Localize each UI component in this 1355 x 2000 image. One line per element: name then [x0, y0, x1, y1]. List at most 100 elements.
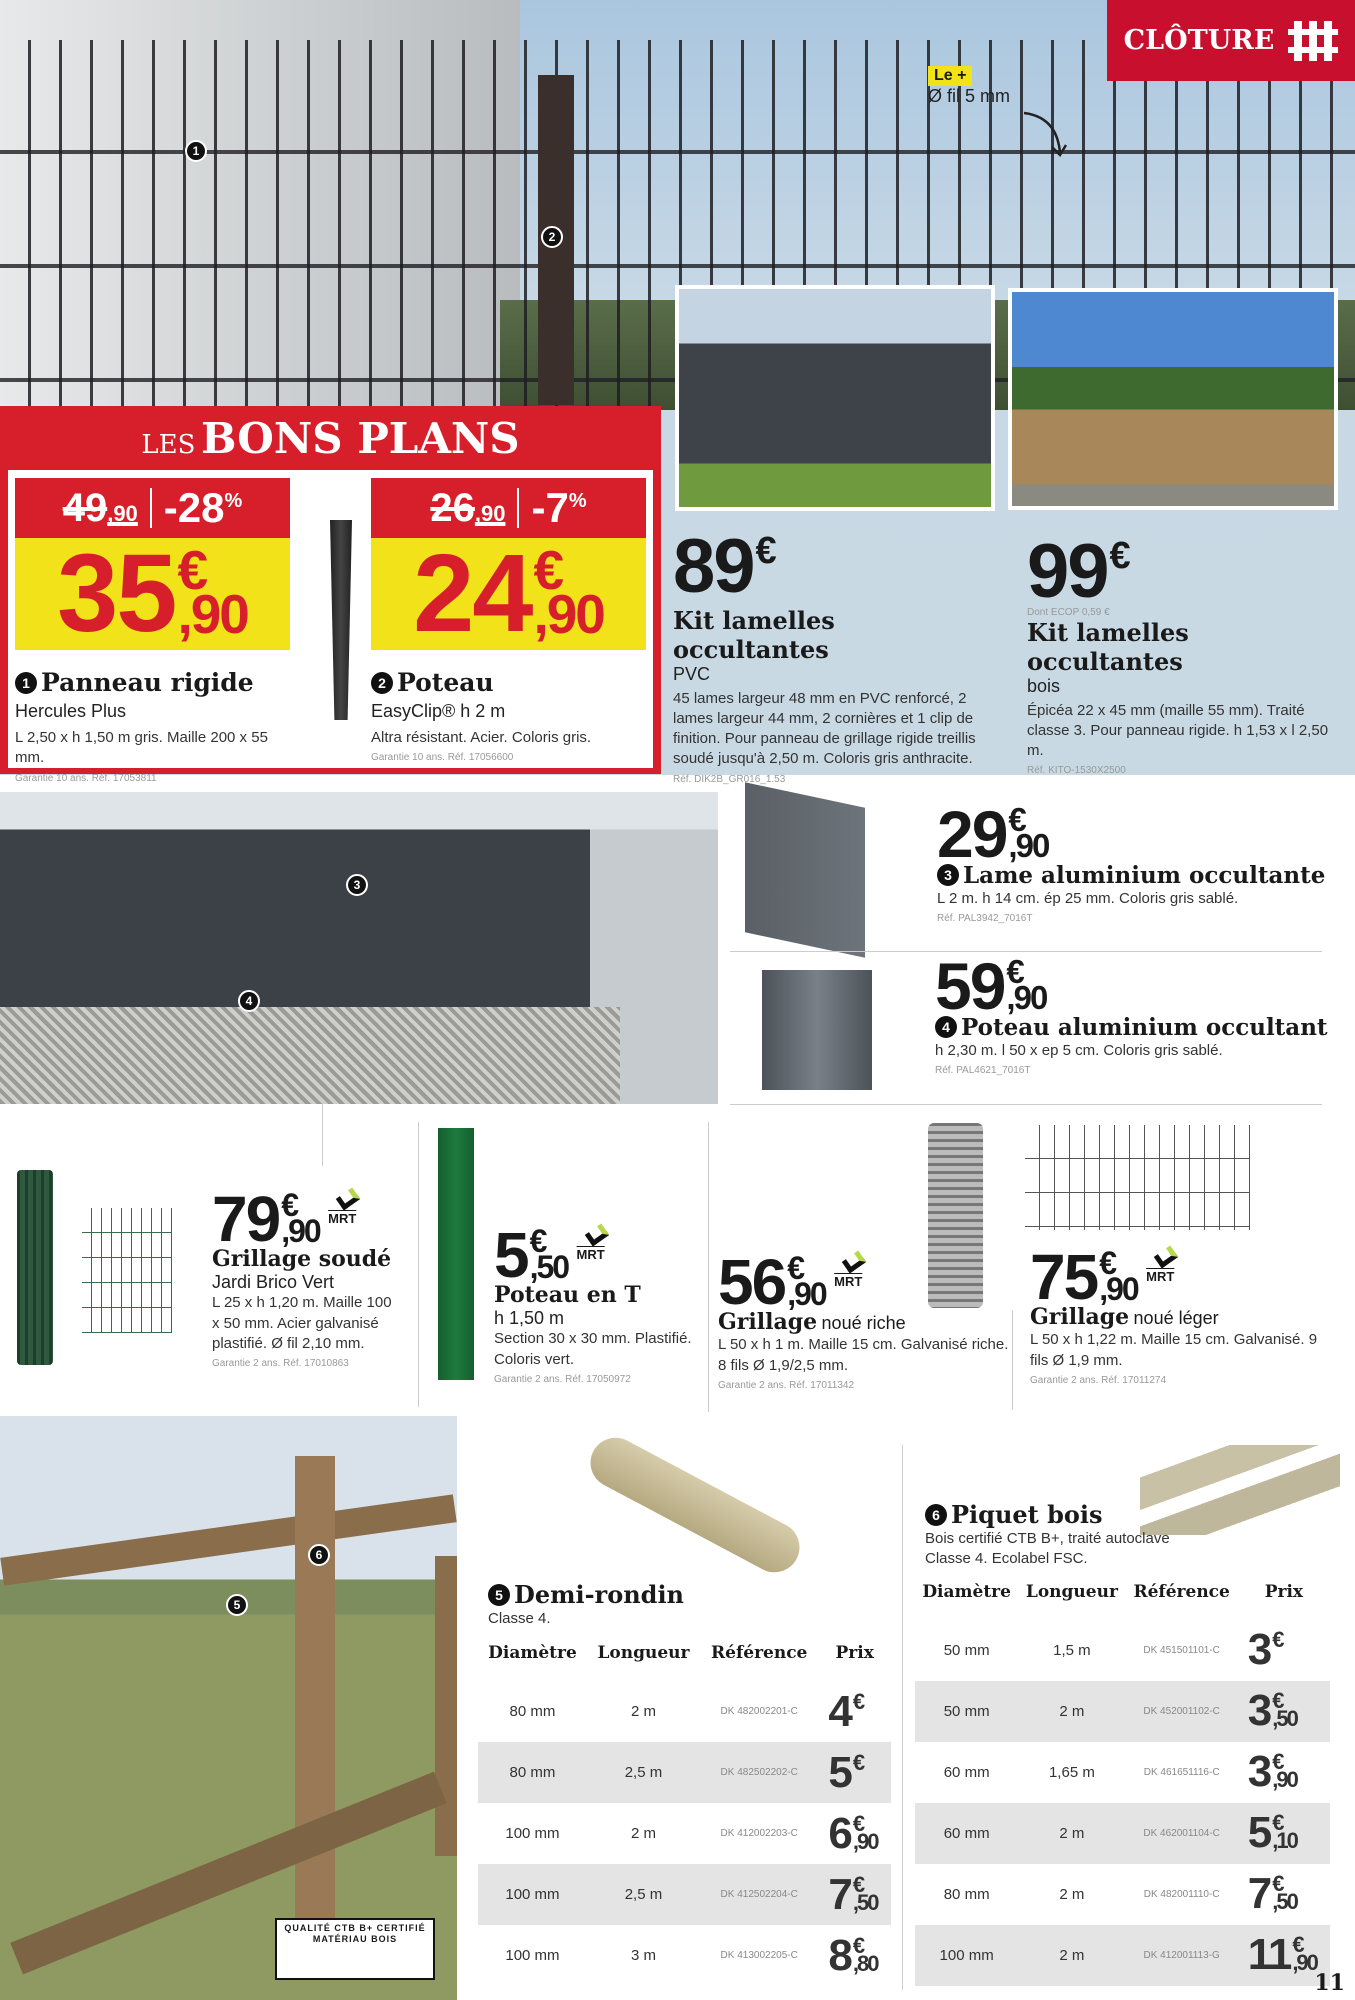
table-row: 60 mm 2 m DK 462001104-C 5 € ,10 — [915, 1802, 1330, 1864]
table-row: 80 mm 2,5 m DK 482502202-C 5 € — [478, 1742, 891, 1804]
product-desc: L 50 x h 1,22 m. Maille 15 cm. Galvanisé… — [1030, 1331, 1318, 1369]
post — [295, 1456, 335, 1956]
product-desc: Altra résistant. Acier. Coloris gris. — [371, 729, 592, 746]
post-image — [330, 520, 352, 720]
table-row: 100 mm 2 m DK 412002203-C 6 € ,90 — [478, 1803, 891, 1864]
feature-badge: Le + — [928, 66, 973, 86]
product-ref: Garantie 2 ans. Réf. 17011342 — [718, 1379, 855, 1391]
product-ref: Garantie 2 ans. Réf. 17010863 — [212, 1358, 349, 1370]
pvc-fence-photo — [675, 285, 995, 511]
product-desc: h 2,30 m. l 50 x ep 5 cm. Coloris gris s… — [935, 1042, 1223, 1060]
length: 2,5 m — [586, 1742, 700, 1804]
product-name: Poteau en T — [494, 1282, 641, 1309]
marker-2: 2 — [541, 226, 563, 248]
product-subtitle: PVC — [673, 663, 711, 684]
product-subtitle: Jardi Brico Vert — [212, 1272, 335, 1293]
post — [435, 1556, 457, 1856]
length: 1,5 m — [1053, 1641, 1091, 1659]
kit-pvc[interactable]: 89 € Kit lamelles occultantes PVC 45 lame… — [673, 529, 988, 785]
discount: -28% — [163, 484, 243, 531]
table-row: 50 mm 1,5 m DK 451501101-C 3 € — [915, 1620, 1330, 1681]
product-ref: Garantie 2 ans. Réf. 17011274 — [1030, 1374, 1167, 1386]
marker-5: 5 — [226, 1594, 248, 1616]
knotted-mesh-image — [1025, 1125, 1250, 1230]
price: 59 € ,90 — [935, 949, 1048, 1023]
product-ref: Réf. KITO-1530X2500 — [1027, 765, 1126, 777]
price: 5 € — [818, 1742, 891, 1804]
ctb-logo: QUALITÉ CTB B+ CERTIFIÉ MATÉRIAU BOIS — [275, 1918, 435, 1980]
marker-4: 4 — [238, 990, 260, 1012]
old-price: 26,90 — [430, 485, 506, 530]
product-name: 3 Lame aluminium occultante — [937, 862, 1337, 889]
discount: -7% — [531, 484, 587, 531]
section-title: CLÔTURE — [1123, 25, 1275, 56]
reference: DK 462001104-C — [1125, 1802, 1238, 1864]
product-ref: Réf. PAL4621_7016T — [935, 1065, 1031, 1077]
piquet-table: Diamètre Longueur Référence Prix 50 mm 1,5 … — [915, 1576, 1330, 1986]
reference: DK 412502204-C — [699, 1864, 819, 1926]
feature-text: Ø fil 5 mm — [928, 86, 1011, 106]
demi-rondin-table: Diamètre Longueur Référence Prix 80 mm 2 m … — [478, 1637, 891, 1986]
product-subtitle: EasyClip® h 2 m — [371, 701, 506, 721]
product-desc: Section 30 x 30 mm. Plastifié. Coloris v… — [494, 1330, 692, 1368]
product-name: 1 Panneau rigide — [15, 668, 290, 697]
t-post-image — [438, 1128, 474, 1380]
reference: DK 452001102-C — [1125, 1680, 1238, 1742]
reference: DK 412001113-G — [1125, 1924, 1238, 1986]
diameter: 60 mm — [915, 1802, 1019, 1864]
product-name: Grillage soudé — [212, 1246, 392, 1273]
demi-rondin-section: 5 Demi-rondin Classe 4. Diamètre Longueur R… — [478, 1580, 891, 1986]
price: 5 € ,50 — [494, 1219, 570, 1291]
length: 2 m — [630, 1703, 656, 1721]
diameter: 80 mm — [509, 1703, 556, 1721]
lame-aluminium[interactable]: 29 € ,90 3 Lame aluminium occultante L 2 m.… — [937, 797, 1337, 925]
price: 56 € ,90 — [718, 1246, 828, 1318]
aluminium-fence-photo: 3 4 — [0, 792, 718, 1104]
product-name: Grillage noué riche — [718, 1309, 906, 1336]
reference: DK 461651116-C — [1143, 1766, 1220, 1778]
diameter: 80 mm — [943, 1885, 990, 1903]
reference: DK 482002201-C — [720, 1706, 798, 1718]
ecop-note: Dont ECOP 0,59 € — [1027, 606, 1110, 618]
grillage-soude[interactable]: 79 € ,90 MRT Grillage soudé Jardi Brico Ve… — [212, 1183, 402, 1370]
product-ref: Réf. PAL3942_7016T — [937, 913, 1033, 925]
marker-6: 6 — [308, 1544, 330, 1566]
price: 29 € ,90 — [937, 797, 1050, 871]
reference: DK 412002203-C — [720, 1828, 798, 1840]
product-subtitle: bois — [1027, 675, 1061, 696]
deal-poteau[interactable]: 26,90 -7% 24 € ,90 2 Poteau EasyClip® h 2 m… — [371, 478, 646, 763]
grillage-noue-riche[interactable]: 56 € ,90 MRT Grillage noué riche L 50 x h … — [718, 1246, 1013, 1391]
product-desc: L 2 m. h 14 cm. ép 25 mm. Coloris gris s… — [937, 890, 1239, 908]
poteau-aluminium[interactable]: 59 € ,90 4 Poteau aluminium occultant h 2,3… — [935, 949, 1335, 1077]
poteau-en-t[interactable]: 5 € ,50 MRT Poteau en T h 1,50 m Section 3… — [494, 1219, 699, 1385]
deal-panneau-rigide[interactable]: 49,90 -28% 35 € ,90 1 Panneau rigide Hercul… — [15, 478, 290, 784]
price: 3 € — [1247, 1625, 1285, 1675]
product-desc: Classe 4. — [488, 1610, 551, 1627]
price: 7 € ,50 — [818, 1864, 891, 1926]
product-subtitle: h 1,50 m — [494, 1308, 565, 1329]
diameter: 50 mm — [943, 1641, 990, 1659]
product-ref: Réf. DIK2B_GR016_1.53 — [673, 773, 786, 785]
gabion-wall — [0, 1007, 620, 1104]
feature-note: Le + Ø fil 5 mm — [928, 66, 1010, 107]
old-price-bar: 26,90 -7% — [371, 478, 646, 538]
product-name: Grillage noué léger — [1030, 1304, 1219, 1331]
diameter: 60 mm — [943, 1763, 990, 1781]
product-desc: L 2,50 x h 1,50 m gris. Maille 200 x 55 … — [15, 729, 268, 767]
marker-1: 1 — [185, 140, 207, 162]
price: 79 € ,90 — [212, 1183, 322, 1255]
product-ref: Garantie 2 ans. Réf. 17050972 — [494, 1373, 631, 1385]
length: 2,5 m — [586, 1864, 700, 1926]
mrt-logo: MRT — [830, 1250, 878, 1293]
reference: DK 482502202-C — [699, 1742, 819, 1804]
piquet-section: 6 Piquet bois Bois certifié CTB B+, trait… — [915, 1500, 1330, 1986]
product-desc: L 50 x h 1 m. Maille 15 cm. Galvanisé ri… — [718, 1336, 1009, 1374]
grillage-noue-leger[interactable]: 75 € ,90 MRT Grillage noué léger L 50 x h … — [1030, 1245, 1330, 1386]
kit-bois[interactable]: 99 € Dont ECOP 0,59 € Kit lamelles occult… — [1027, 534, 1332, 777]
demi-rondin-image — [581, 1428, 809, 1582]
marker-3: 3 — [346, 874, 368, 896]
price: 7 € ,50 — [1247, 1869, 1299, 1919]
length: 1,65 m — [1048, 1763, 1095, 1781]
wood-fence-photo: 6 5 QUALITÉ CTB B+ CERTIFIÉ MATÉRIAU BOI… — [0, 1416, 457, 2000]
section-banner: CLÔTURE — [1107, 0, 1355, 81]
